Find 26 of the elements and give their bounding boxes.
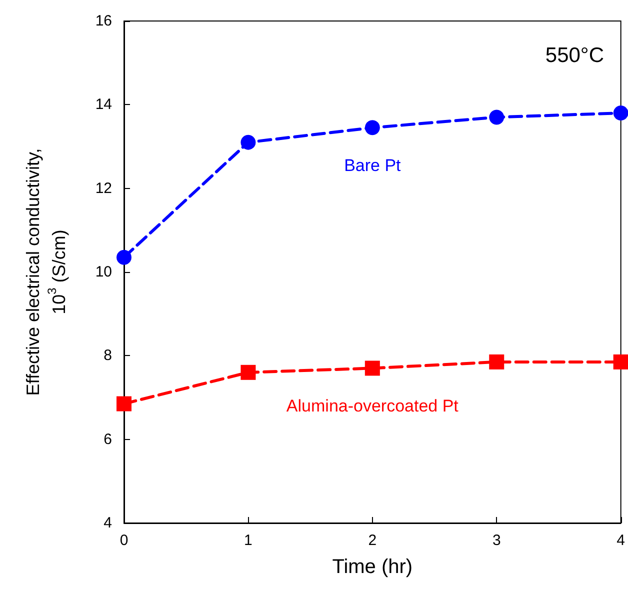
x-tick-label: 2 (368, 532, 377, 549)
x-tick-label: 1 (244, 532, 252, 549)
y-tick-label: 10 (95, 264, 112, 280)
y-tick-label: 16 (95, 12, 112, 30)
point (613, 106, 628, 121)
series-label: Alumina-overcoated Pt (286, 396, 459, 416)
point (613, 354, 628, 370)
x-tick-label: 0 (120, 532, 128, 549)
point (116, 396, 132, 412)
annotation: 550°C (545, 44, 604, 67)
y-tick-label: 8 (104, 347, 112, 364)
point (116, 250, 132, 265)
point (489, 354, 504, 370)
y-tick-label: 6 (104, 430, 112, 448)
series-label: Bare Pt (344, 156, 402, 176)
point (364, 360, 380, 376)
x-tick-label: 4 (616, 532, 625, 549)
point (240, 364, 256, 380)
y-tick-label: 14 (95, 96, 112, 114)
point (364, 120, 380, 136)
y-tick-label: 12 (95, 180, 112, 197)
point (489, 110, 504, 125)
x-axis-title: Time (hr) (332, 556, 413, 578)
point (240, 134, 256, 150)
x-tick-label: 3 (492, 532, 501, 549)
y-tick-label: 4 (104, 514, 112, 532)
